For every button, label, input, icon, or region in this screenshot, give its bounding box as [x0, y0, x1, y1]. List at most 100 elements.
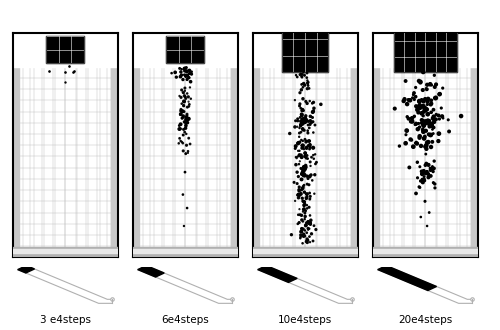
Point — [301, 151, 309, 156]
Point — [311, 172, 319, 178]
Point — [300, 108, 308, 113]
Point — [416, 80, 424, 85]
Point — [298, 112, 306, 117]
Point — [303, 182, 311, 187]
Point — [303, 174, 311, 179]
Point — [422, 106, 430, 111]
Point — [180, 119, 188, 124]
Point — [396, 144, 404, 149]
Point — [184, 148, 192, 154]
Point — [295, 184, 303, 190]
Point — [436, 91, 444, 97]
Point — [298, 241, 306, 246]
Point — [300, 203, 308, 208]
Point — [306, 147, 314, 152]
Point — [426, 168, 434, 173]
Point — [297, 229, 305, 234]
Point — [298, 185, 306, 191]
Point — [300, 202, 308, 207]
Point — [176, 112, 184, 117]
Point — [298, 72, 306, 77]
Point — [70, 69, 78, 74]
Point — [428, 120, 436, 126]
Point — [178, 72, 186, 78]
Point — [296, 152, 304, 158]
Bar — [111, 33, 117, 257]
Bar — [12, 33, 118, 67]
Point — [301, 137, 309, 142]
Point — [291, 97, 299, 103]
Point — [413, 106, 421, 111]
Point — [299, 185, 307, 190]
Point — [180, 90, 188, 96]
Point — [66, 63, 74, 68]
Point — [305, 221, 313, 226]
Bar — [372, 33, 379, 257]
Bar — [372, 33, 478, 67]
Point — [428, 139, 436, 145]
Point — [423, 82, 431, 87]
Point — [419, 127, 427, 132]
Point — [180, 69, 188, 74]
Point — [304, 80, 312, 85]
Point — [438, 85, 446, 91]
Point — [408, 115, 416, 121]
Point — [404, 116, 412, 121]
Point — [300, 207, 308, 212]
Point — [299, 198, 307, 204]
Point — [416, 79, 424, 84]
Point — [298, 226, 306, 231]
Point — [408, 119, 416, 124]
Point — [416, 178, 424, 183]
Point — [188, 72, 196, 77]
Point — [430, 117, 438, 123]
Point — [185, 104, 193, 109]
Point — [176, 93, 184, 99]
Point — [425, 132, 433, 137]
Point — [181, 170, 189, 175]
Point — [436, 116, 444, 122]
Point — [426, 102, 434, 107]
Point — [402, 128, 410, 133]
Point — [304, 83, 312, 88]
Point — [294, 124, 302, 129]
Point — [390, 106, 398, 111]
Point — [415, 78, 423, 83]
Point — [310, 106, 318, 111]
Point — [308, 231, 316, 236]
Point — [306, 98, 314, 104]
Bar — [394, 10, 456, 72]
Point — [292, 162, 300, 167]
Point — [299, 127, 307, 133]
Point — [310, 191, 318, 196]
Point — [306, 190, 314, 196]
Point — [307, 172, 315, 178]
Point — [302, 116, 310, 122]
Point — [183, 205, 191, 211]
Point — [429, 166, 437, 171]
Point — [412, 104, 420, 109]
Point — [414, 107, 422, 112]
Point — [299, 145, 307, 150]
Point — [294, 174, 302, 179]
Point — [419, 121, 427, 127]
Point — [306, 220, 314, 225]
Point — [294, 195, 302, 200]
Point — [182, 65, 190, 70]
Point — [435, 131, 443, 136]
Point — [294, 140, 302, 146]
Point — [421, 199, 429, 204]
Point — [182, 116, 190, 121]
Point — [302, 146, 310, 151]
Point — [431, 182, 439, 187]
Point — [184, 73, 192, 78]
Point — [300, 115, 308, 121]
Point — [298, 126, 306, 131]
Point — [304, 86, 312, 91]
Point — [181, 120, 189, 125]
Bar — [252, 33, 358, 67]
Point — [299, 209, 307, 214]
Point — [45, 69, 53, 74]
Point — [416, 103, 424, 108]
Point — [310, 152, 318, 158]
